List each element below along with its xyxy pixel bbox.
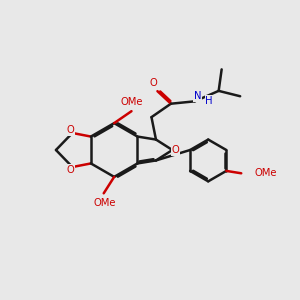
Text: OMe: OMe bbox=[255, 168, 277, 178]
Text: OMe: OMe bbox=[121, 97, 143, 106]
Text: H: H bbox=[206, 96, 213, 106]
Text: N: N bbox=[194, 91, 202, 101]
Text: O: O bbox=[172, 145, 179, 155]
Text: O: O bbox=[66, 125, 74, 135]
Text: OMe: OMe bbox=[94, 198, 116, 208]
Text: O: O bbox=[150, 78, 158, 88]
Text: O: O bbox=[66, 165, 74, 175]
